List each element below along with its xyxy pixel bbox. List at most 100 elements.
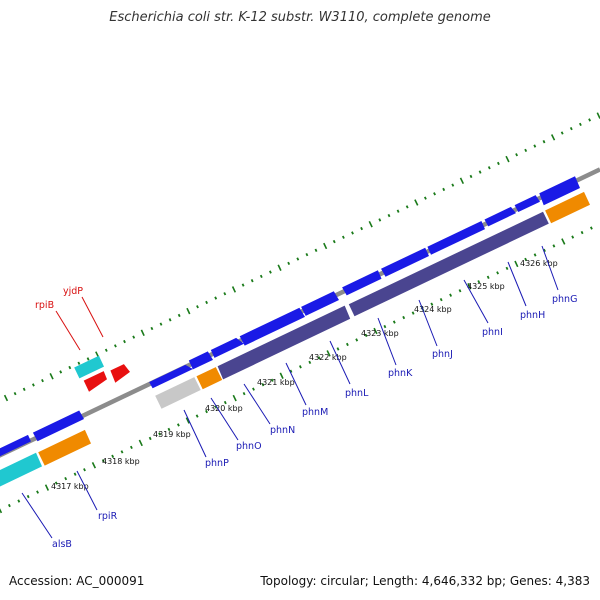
gene-feature-phnp[interactable] [149,364,193,389]
major-tick [0,508,3,514]
feature-phn-operon-purple-2[interactable] [348,211,549,317]
outer-tick-track [3,112,600,402]
minor-tick [77,361,81,365]
minor-tick [478,170,482,174]
minor-tick [150,326,154,331]
leader-line-phng [541,245,559,291]
minor-tick [305,253,309,257]
minor-tick [505,266,509,270]
minor-tick [496,161,500,166]
leader-line-rpir [76,470,98,511]
gene-label-phnj[interactable]: phnJ [432,349,453,360]
minor-tick [496,271,500,275]
minor-tick [552,244,556,248]
feature-phn-operon-purple[interactable] [217,305,351,380]
minor-tick [589,226,593,230]
operon-feature-row [0,191,590,489]
minor-tick [26,494,30,499]
gene-label-rpir[interactable]: rpiR [98,511,118,522]
major-tick [138,439,143,447]
gene-label-phni[interactable]: phnI [482,327,503,338]
gene-label-alsb[interactable]: alsB [52,539,72,550]
leader-line-phnh [507,261,527,307]
minor-tick [270,378,274,382]
feature-phnp-grey[interactable] [155,377,201,409]
gene-feature-phnm[interactable] [239,307,305,346]
gene-feature-phnf[interactable] [539,176,580,206]
gene-label-phnh[interactable]: phnH [520,310,545,321]
gene-label-phnn[interactable]: phnN [270,425,295,436]
feature-phnf-orange[interactable] [545,191,590,224]
minor-tick [515,153,519,157]
gene-label-leaders [21,245,559,539]
kbp-label: 4320 kbp [205,404,243,413]
major-tick [91,462,97,469]
major-tick [44,484,50,491]
minor-tick [73,472,77,476]
minor-tick [543,248,546,253]
minor-tick [469,174,473,179]
gene-label-phno[interactable]: phnO [236,441,262,452]
minor-tick [132,335,136,339]
genome-title: Escherichia coli str. K-12 substr. W3110… [109,10,491,25]
minor-tick [54,481,58,485]
leader-line-phnp [183,409,207,458]
minor-tick [486,275,490,279]
minor-tick [287,261,291,265]
major-tick [414,199,419,206]
gene-label-phnk[interactable]: phnK [388,368,413,379]
gene-labels: rpiB yjdP alsB rpiR phnP phnO phnN phnM … [35,286,577,550]
feature-rpir-orange[interactable] [38,429,91,466]
gene-label-phng[interactable]: phnG [552,294,577,305]
leader-line-phno [210,397,239,441]
gene-label-phnp[interactable]: phnP [205,458,229,469]
minor-tick [83,468,86,472]
gene-feature-phni[interactable] [427,221,485,255]
minor-tick [123,339,126,344]
minor-tick [588,118,592,122]
major-tick [231,286,237,293]
gene-feature-yjdp-a[interactable] [83,371,107,392]
minor-tick [569,127,573,131]
gene-label-yjdp[interactable]: yjdP [63,286,83,297]
minor-tick [308,360,312,364]
minor-tick [113,344,117,348]
minor-tick [86,357,90,361]
minor-tick [355,338,359,342]
gene-feature-phng[interactable] [514,195,540,212]
gene-feature-phnh[interactable] [484,206,517,227]
gene-feature-phnn[interactable] [210,337,244,358]
gene-feature-yjdp-b[interactable] [110,364,130,383]
gene-label-phnm[interactable]: phnM [302,407,328,418]
minor-tick [104,348,108,352]
minor-tick [383,324,387,329]
gene-feature-alsb-2[interactable] [32,410,84,442]
minor-tick [148,436,152,441]
minor-tick [159,322,163,326]
gene-feature-alsb[interactable] [0,434,31,460]
gene-feature-phnk[interactable] [342,270,382,296]
minor-tick [580,230,584,235]
minor-tick [22,387,26,391]
major-tick [279,372,284,379]
minor-tick [168,318,172,322]
gene-feature-phnj[interactable] [381,247,429,277]
major-tick [326,350,331,357]
kbp-label: 4318 kbp [102,457,140,466]
gene-label-phnl[interactable]: phnL [345,388,369,399]
minor-tick [396,209,400,213]
gene-feature-phnl[interactable] [301,291,339,316]
minor-tick [296,257,300,261]
gene-feature-phno[interactable] [188,351,213,370]
minor-tick [13,392,17,396]
minor-tick [205,300,209,305]
feature-phno-orange[interactable] [196,367,223,390]
feature-alsb-cyan[interactable] [0,452,42,489]
gene-label-rpib[interactable]: rpiB [35,300,54,311]
forward-gene-row [0,176,580,460]
kbp-scale-labels: 4317 kbp 4318 kbp 4319 kbp 4320 kbp 4321… [51,259,558,491]
gene-feature-rpib[interactable] [74,355,104,379]
major-tick [323,242,328,250]
major-tick [3,394,9,402]
minor-tick [195,414,199,418]
